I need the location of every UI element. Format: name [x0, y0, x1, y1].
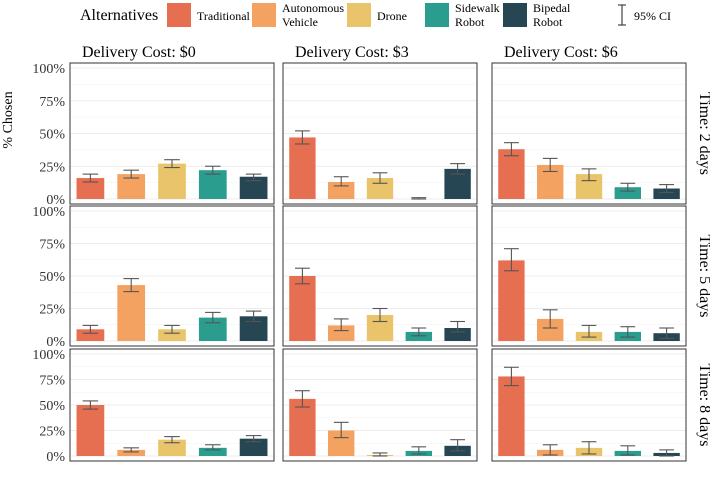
legend-swatch: [425, 3, 449, 27]
bar: [614, 187, 641, 199]
bar: [76, 405, 105, 456]
bar: [239, 176, 268, 199]
column-header: Delivery Cost: $3: [295, 44, 409, 61]
legend-label: Robot: [455, 15, 485, 29]
y-axis-title: % Chosen: [1, 91, 16, 148]
panel-frame: [282, 205, 478, 347]
legend-swatch: [503, 3, 527, 27]
panel-frame: [491, 348, 687, 462]
y-tick-label: 100%: [32, 348, 65, 363]
y-tick-label: 0%: [46, 193, 65, 208]
panel: [491, 348, 687, 462]
panel: [491, 62, 687, 205]
legend-ci-label: 95% CI: [634, 9, 671, 23]
row-header: Time: 8 days: [696, 364, 710, 447]
legend-swatch: [347, 3, 371, 27]
panel-frame: [282, 348, 478, 462]
y-tick-label: 50%: [39, 399, 65, 414]
column-header: Delivery Cost: $0: [82, 44, 196, 61]
panel: [491, 205, 687, 347]
row-header: Time: 5 days: [696, 235, 710, 318]
bar: [537, 318, 564, 341]
y-tick-label: 0%: [46, 450, 65, 465]
panel-frame: [491, 62, 687, 205]
facet-panels: Delivery Cost: $0 Delivery Cost: $3 Delive…: [32, 44, 710, 465]
bar: [158, 163, 186, 199]
bar: [198, 447, 227, 456]
legend-title: Alternatives: [80, 7, 158, 24]
y-tick-label: 25%: [39, 303, 65, 318]
legend-label: Drone: [377, 9, 407, 23]
y-tick-label: 50%: [39, 270, 65, 285]
legend-label: Robot: [533, 15, 563, 29]
bar: [198, 317, 227, 341]
panel-frame: [69, 205, 275, 347]
legend-label: Vehicle: [282, 15, 318, 29]
bar: [76, 178, 105, 199]
panel-frame: [282, 62, 478, 205]
panel: [282, 348, 478, 462]
bar: [405, 331, 432, 341]
bar: [158, 439, 186, 456]
y-tick-label: 25%: [39, 160, 65, 175]
y-tick-label: 25%: [39, 425, 65, 440]
legend-label: Autonomous: [282, 1, 344, 15]
legend-swatch: [252, 3, 276, 27]
panel: [282, 62, 478, 205]
bar: [158, 329, 186, 341]
panel: [69, 348, 275, 462]
y-tick-label: 50%: [39, 128, 65, 143]
panel-frame: [491, 205, 687, 347]
bar: [289, 276, 316, 341]
bar: [444, 328, 471, 341]
bar: [498, 260, 525, 341]
y-tick-label: 0%: [46, 335, 65, 350]
row-header: Time: 2 days: [696, 92, 710, 175]
y-axis-label-group: % Chosen: [1, 91, 16, 148]
panel: [282, 205, 478, 347]
y-tick-label: 100%: [32, 205, 65, 220]
panel-frame: [69, 348, 275, 462]
bar: [328, 325, 355, 341]
bar: [76, 329, 105, 341]
bar: [498, 376, 525, 456]
bar: [289, 137, 316, 199]
bar: [117, 449, 146, 456]
bar: [239, 438, 268, 456]
legend-label: Sidewalk: [455, 1, 500, 15]
legend-label: Bipedal: [533, 1, 571, 15]
bar: [198, 170, 227, 199]
legend-swatch: [167, 3, 191, 27]
legend: Alternatives Traditional AutonomousVehicle…: [80, 1, 671, 29]
column-header: Delivery Cost: $6: [504, 44, 618, 61]
y-tick-label: 75%: [39, 238, 65, 253]
bar: [498, 149, 525, 199]
panel: [69, 62, 275, 205]
bar: [289, 398, 316, 456]
bar: [653, 188, 680, 199]
y-tick-label: 75%: [39, 95, 65, 110]
y-tick-label: 75%: [39, 374, 65, 389]
legend-label: Traditional: [197, 9, 251, 23]
panel: [69, 205, 275, 347]
bar: [117, 285, 146, 341]
y-tick-label: 100%: [32, 62, 65, 77]
panel-frame: [69, 62, 275, 205]
